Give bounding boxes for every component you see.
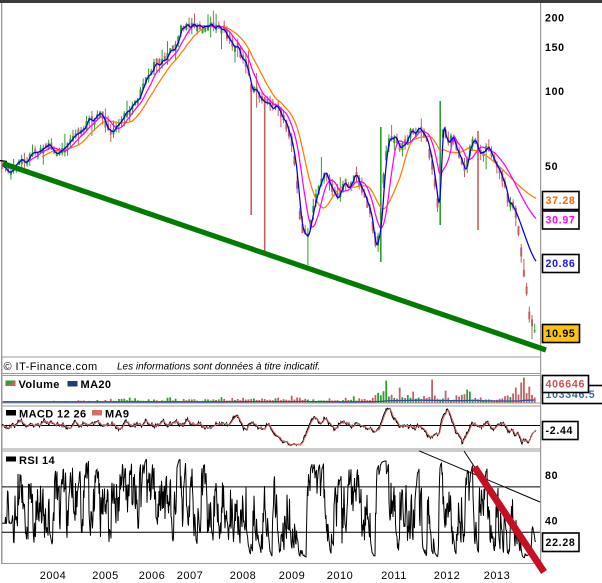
svg-text:40: 40: [545, 516, 558, 528]
svg-text:50: 50: [545, 161, 558, 173]
svg-text:2010: 2010: [327, 570, 353, 582]
svg-text:22.28: 22.28: [546, 537, 576, 549]
svg-text:200: 200: [545, 12, 565, 24]
svg-text:Les informations sont données: Les informations sont données à titre in…: [117, 362, 320, 373]
svg-text:30.97: 30.97: [546, 215, 576, 227]
svg-text:2005: 2005: [92, 570, 118, 582]
svg-text:MA9: MA9: [105, 409, 129, 421]
svg-text:2006: 2006: [139, 570, 165, 582]
svg-text:2012: 2012: [434, 570, 460, 582]
svg-text:406646: 406646: [546, 379, 586, 391]
svg-text:RSI 14: RSI 14: [19, 455, 56, 467]
svg-text:2013: 2013: [484, 570, 510, 582]
svg-text:100: 100: [545, 86, 565, 98]
svg-text:37.28: 37.28: [546, 195, 576, 207]
svg-text:20.86: 20.86: [546, 258, 576, 270]
svg-text:2008: 2008: [230, 570, 256, 582]
svg-text:10.95: 10.95: [546, 328, 576, 340]
svg-text:Volume: Volume: [19, 379, 60, 391]
svg-text:80: 80: [545, 470, 558, 482]
svg-text:2009: 2009: [279, 570, 305, 582]
svg-text:2011: 2011: [381, 570, 407, 582]
svg-text:2007: 2007: [177, 570, 203, 582]
svg-text:© IT-Finance.com: © IT-Finance.com: [4, 361, 98, 373]
svg-text:MACD 12 26: MACD 12 26: [19, 409, 87, 421]
svg-text:150: 150: [545, 42, 565, 54]
svg-text:2004: 2004: [40, 570, 66, 582]
svg-text:-2.44: -2.44: [546, 425, 574, 437]
svg-text:MA20: MA20: [81, 379, 112, 391]
